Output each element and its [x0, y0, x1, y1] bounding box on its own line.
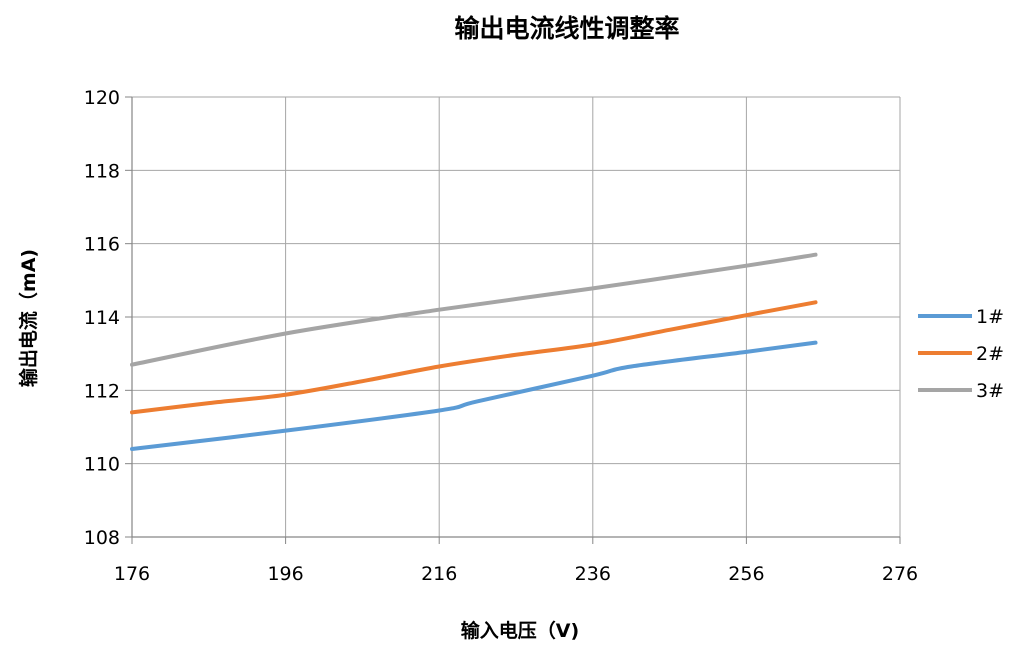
y-tick-label: 120 — [84, 87, 120, 109]
y-tick-label: 108 — [84, 527, 120, 549]
legend-label-2: 2# — [976, 343, 1004, 365]
y-tick-label: 114 — [84, 307, 120, 329]
grid — [125, 96, 901, 544]
x-tick-label: 236 — [575, 563, 611, 585]
y-tick-label: 116 — [84, 234, 120, 256]
x-tick-label: 276 — [882, 563, 918, 585]
x-tick-label: 176 — [114, 563, 150, 585]
y-tick-label: 112 — [84, 380, 120, 402]
legend-label-3: 3# — [976, 380, 1004, 402]
y-tick-label: 110 — [84, 454, 120, 476]
series-line-2 — [130, 300, 818, 415]
chart-title: 输出电流线性调整率 — [454, 14, 679, 43]
x-tick-label: 196 — [267, 563, 303, 585]
series-line-1 — [130, 340, 818, 451]
x-tick-label: 216 — [421, 563, 457, 585]
legend-label-1: 1# — [976, 306, 1004, 328]
y-tick-label: 118 — [84, 160, 120, 182]
x-axis-title: 输入电压（V) — [461, 619, 579, 642]
series-lines — [130, 252, 818, 451]
series-line-3 — [130, 252, 818, 367]
x-tick-label: 256 — [728, 563, 764, 585]
y-axis-title: 输出电流（mA) — [17, 249, 40, 387]
legend: 1# 2# 3# — [918, 306, 1004, 402]
axis-ticks: 108 110 112 114 116 118 120 176 196 216 236 256 276 — [84, 87, 918, 585]
